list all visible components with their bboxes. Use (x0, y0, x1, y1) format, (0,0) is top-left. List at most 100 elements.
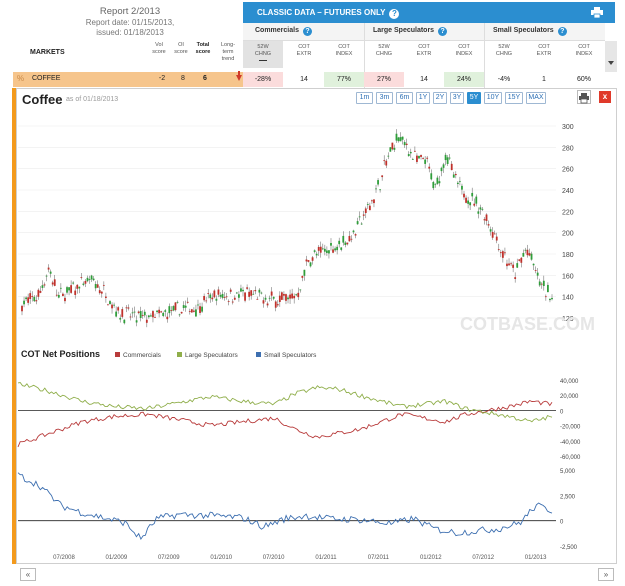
candle-body (35, 300, 38, 302)
range-button-1m[interactable]: 1m (356, 92, 373, 104)
help-icon[interactable]: ? (557, 27, 567, 36)
scroll-dropdown-button[interactable] (605, 41, 617, 72)
candle-body (219, 294, 222, 297)
x-tick-label: 01/2013 (525, 555, 547, 561)
candle-body (88, 279, 91, 280)
oi-score-header[interactable]: OI score (172, 42, 190, 56)
help-icon[interactable]: ? (438, 27, 448, 36)
range-button-1y[interactable]: 1Y (416, 92, 430, 104)
candle-body (184, 305, 187, 308)
candle-body (424, 159, 427, 164)
subhdr-line: EXTR (536, 51, 552, 57)
group-small-speculators[interactable]: Small Speculators? (493, 27, 567, 36)
vol-score-header[interactable]: Vol score (150, 42, 168, 56)
print-chart-button[interactable] (577, 90, 591, 104)
candle-body (39, 290, 42, 293)
legend-commercials[interactable]: Commercials (115, 352, 161, 359)
candle-body (74, 290, 77, 295)
trend-header[interactable]: Long- term trend (217, 42, 239, 63)
range-button-3y[interactable]: 3Y (450, 92, 464, 104)
candle-body (129, 316, 132, 318)
next-market-button[interactable]: » (598, 568, 614, 581)
subhdr-small-index[interactable]: COT INDEX (564, 44, 604, 58)
large-speculators-line (17, 382, 553, 423)
price-chart[interactable]: 300 280 260 240 220 200 180 160 140 120COTBASE.CO… (16, 108, 616, 340)
candle-body (141, 315, 144, 316)
help-icon[interactable]: ? (389, 9, 400, 19)
candle-body (131, 312, 134, 314)
divider (364, 23, 365, 89)
candle-body (366, 204, 369, 205)
candle-body (315, 253, 318, 256)
candle-body (221, 293, 224, 298)
candle-body (428, 166, 431, 169)
print-icon[interactable] (591, 7, 603, 18)
range-button-6m[interactable]: 6m (396, 92, 413, 104)
candle-body (426, 157, 429, 159)
candle-body (317, 246, 320, 251)
candle-body (276, 304, 279, 306)
price-tick-label: 220 (562, 209, 574, 216)
price-tick-label: 120 (562, 316, 574, 323)
candle-body (213, 290, 216, 298)
total-score-value: 6 (203, 75, 207, 82)
subhdr-comm-extr[interactable]: COT EXTR (284, 44, 324, 58)
range-button-max[interactable]: MAX (526, 92, 546, 104)
subhdr-comm-index[interactable]: COT INDEX (324, 44, 364, 58)
total-score-header[interactable]: Total score (192, 42, 214, 56)
trend-header-line1: Long- (220, 42, 236, 48)
candle-body (283, 293, 285, 296)
subhdr-comm-52w[interactable]: 52W CHNG (243, 41, 283, 68)
candle-body (180, 311, 183, 314)
range-button-5y[interactable]: 5Y (467, 92, 481, 104)
report-issued: issued: 01/18/2013 (96, 28, 164, 37)
candle-body (270, 291, 273, 296)
close-chart-button[interactable]: x (599, 91, 611, 103)
subhdr-large-52w[interactable]: 52W CHNG (364, 44, 404, 58)
help-icon[interactable]: ? (302, 27, 312, 36)
candle-body (164, 310, 167, 312)
cot-tick-label: 20,000 (560, 394, 579, 400)
candle-body (268, 297, 271, 299)
oi-score-header-line1: OI (178, 42, 184, 48)
cell-large-extr: 14 (420, 76, 428, 83)
watermark-logo: COTBASE.COM (460, 314, 595, 334)
cot-chart[interactable]: 40,000 20,000 0 -20,000 -40,000 -60,000 5,000 2… (16, 362, 616, 562)
candle-body (387, 155, 390, 157)
legend-small-speculators[interactable]: Small Speculators (256, 352, 316, 359)
candle-body (139, 311, 142, 318)
candle-body (166, 316, 169, 320)
range-button-10y[interactable]: 10Y (484, 92, 502, 104)
range-button-2y[interactable]: 2Y (433, 92, 447, 104)
range-button-15y[interactable]: 15Y (505, 92, 523, 104)
candle-body (211, 297, 214, 300)
vol-score-header-line2: score (152, 49, 166, 55)
candle-body (330, 243, 332, 246)
candle-body (467, 200, 470, 204)
cell-small-52w: -4% (497, 76, 511, 83)
range-button-3m[interactable]: 3m (376, 92, 393, 104)
subhdr-small-52w[interactable]: 52W CHNG (484, 44, 524, 58)
group-commercials[interactable]: Commercials? (255, 27, 312, 36)
markets-header: MARKETS (30, 49, 65, 56)
subhdr-large-index[interactable]: COT INDEX (444, 44, 484, 58)
table-row-coffee[interactable]: % COFFEE -2 8 6 (13, 71, 243, 87)
legend-swatch (115, 352, 120, 357)
subhdr-small-extr[interactable]: COT EXTR (524, 44, 564, 58)
candle-body (295, 294, 298, 296)
subhdr-line: EXTR (416, 51, 432, 57)
subhdr-line: CHNG (495, 51, 513, 57)
subhdr-large-extr[interactable]: COT EXTR (404, 44, 444, 58)
candle-body (68, 287, 70, 291)
favorite-star-icon[interactable]: % (17, 74, 25, 83)
legend-large-speculators[interactable]: Large Speculators (177, 352, 238, 359)
candle-body (340, 247, 343, 250)
group-large-speculators[interactable]: Large Speculators? (373, 27, 448, 36)
candle-body (332, 249, 334, 253)
candle-body (127, 307, 130, 309)
market-name[interactable]: COFFEE (32, 75, 61, 82)
candle-body (223, 297, 226, 298)
prev-market-button[interactable]: « (20, 568, 36, 581)
candle-body (323, 248, 326, 252)
candle-body (37, 289, 40, 297)
